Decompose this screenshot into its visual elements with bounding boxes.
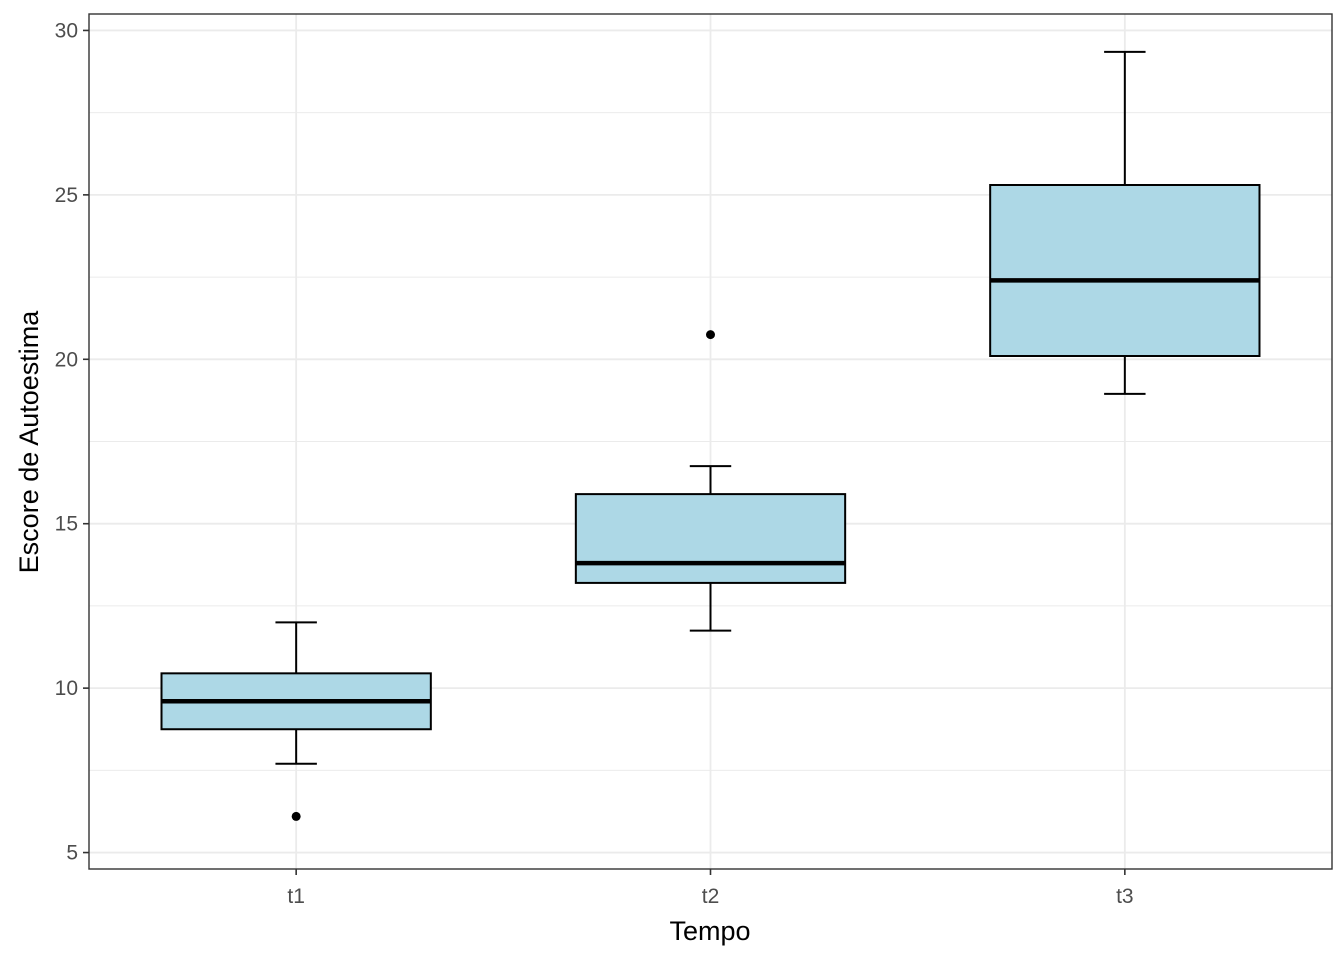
box-t3 xyxy=(989,50,1261,395)
iqr-box xyxy=(989,184,1261,357)
y-tick-label: 20 xyxy=(55,348,78,371)
x-tick-label: t3 xyxy=(1116,885,1134,908)
grid-lines xyxy=(89,14,1332,869)
x-axis-title: Tempo xyxy=(669,916,750,946)
x-tick-label: t1 xyxy=(287,885,305,908)
box-t1 xyxy=(160,621,432,821)
box-t2 xyxy=(574,330,847,632)
outlier-point xyxy=(291,811,301,821)
axes: 5 10 15 20 25 30 t1 t2 t3 xyxy=(55,19,1134,908)
y-tick-label: 10 xyxy=(55,677,78,700)
y-axis-title: Escore de Autoestima xyxy=(14,310,44,574)
iqr-box xyxy=(574,493,847,584)
y-tick-label: 25 xyxy=(55,184,78,207)
x-tick-label: t2 xyxy=(702,885,720,908)
box-series xyxy=(160,50,1261,821)
y-tick-label: 30 xyxy=(55,19,78,42)
y-tick-label: 5 xyxy=(66,842,78,865)
y-tick-label: 15 xyxy=(55,513,78,536)
outlier-point xyxy=(706,330,715,340)
